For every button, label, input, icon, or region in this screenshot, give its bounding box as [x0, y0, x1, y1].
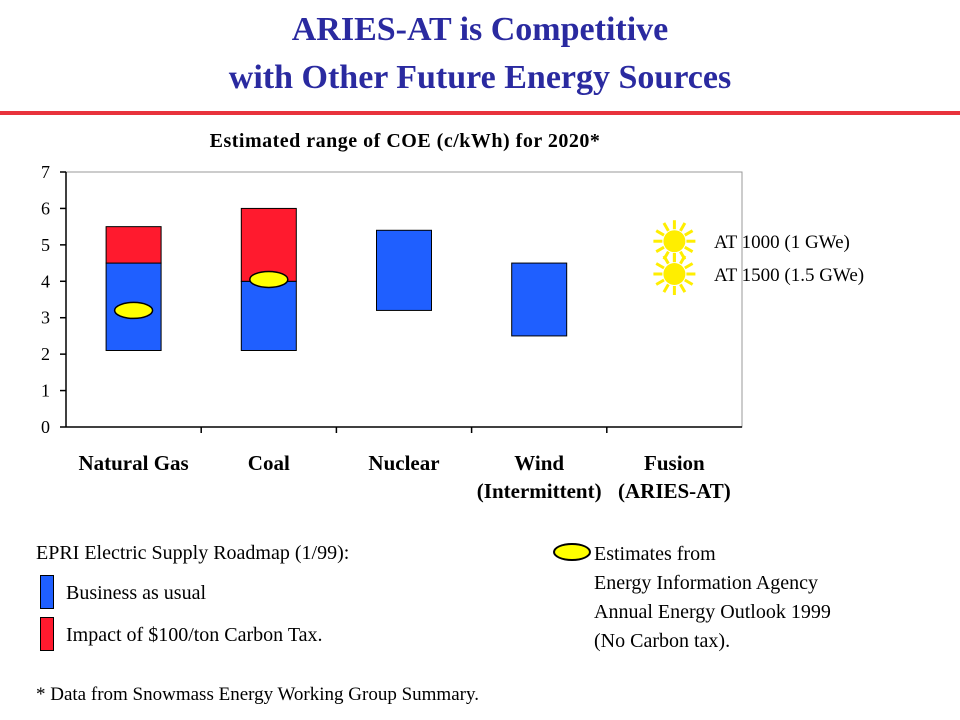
x-category-label: Nuclear — [368, 451, 439, 475]
legend-estimates-text: Estimates from Energy Information Agency… — [594, 540, 831, 656]
sun-ray — [684, 229, 694, 237]
sun-ray — [684, 278, 694, 286]
x-category-label: Fusion — [644, 451, 705, 475]
estimates-line: Energy Information Agency — [594, 572, 819, 594]
x-category-label: (Intermittent) — [477, 479, 602, 503]
bar-business-as-usual — [240, 280, 297, 351]
fusion-point-label: AT 1500 (1.5 GWe) — [714, 265, 864, 286]
sun-ray — [655, 229, 665, 237]
estimate-marker — [249, 270, 289, 289]
sun-ray — [684, 262, 694, 270]
estimates-line: Estimates from — [594, 543, 716, 565]
slide-title-line1: ARIES-AT is Competitive — [291, 11, 669, 48]
x-category-label: (ARIES-AT) — [618, 479, 731, 503]
legend-swatch-business — [40, 575, 54, 609]
legend-source: EPRI Electric Supply Roadmap (1/99): — [36, 542, 350, 564]
estimates-line: (No Carbon tax). — [594, 630, 731, 652]
footnote: * Data from Snowmass Energy Working Grou… — [36, 684, 479, 705]
y-tick-label: 4 — [41, 271, 50, 291]
bar-carbon-tax — [105, 226, 162, 264]
legend-swatch-carbon — [40, 617, 54, 651]
y-tick-label: 7 — [41, 162, 50, 182]
x-category-label: Coal — [248, 451, 290, 475]
y-tick-label: 6 — [41, 198, 50, 218]
legend-carbon-label: Impact of $100/ton Carbon Tax. — [66, 624, 323, 646]
title-divider — [0, 111, 960, 115]
sun-ray — [655, 245, 665, 254]
y-tick-label: 3 — [41, 308, 50, 328]
y-tick-label: 2 — [41, 344, 50, 364]
x-category-label: Natural Gas — [78, 451, 188, 475]
fusion-point-label: AT 1000 (1 GWe) — [714, 232, 850, 253]
bar-business-as-usual — [376, 229, 432, 311]
sun-ray — [679, 222, 687, 232]
sun-ray — [662, 222, 670, 232]
sun-ray — [679, 255, 687, 265]
sun-ray — [684, 245, 694, 254]
y-tick-label: 1 — [41, 381, 50, 401]
bar-business-as-usual — [511, 262, 568, 337]
sun-ray — [662, 283, 670, 293]
chart-title: Estimated range of COE (c/kWh) for 2020* — [209, 130, 601, 152]
estimate-ellipse-icon — [553, 543, 591, 561]
legend-business-label: Business as usual — [66, 582, 206, 604]
sun-ray — [662, 255, 670, 265]
estimate-marker — [113, 301, 154, 320]
x-category-label: Wind — [514, 451, 564, 475]
sun-ray — [655, 262, 665, 270]
sun-core — [663, 230, 686, 253]
sun-core — [663, 263, 686, 285]
sun-ray — [655, 278, 665, 286]
slide-title-line2: with Other Future Energy Sources — [228, 59, 732, 96]
sun-ray — [679, 283, 687, 293]
y-tick-label: 5 — [41, 235, 50, 255]
y-tick-label: 0 — [41, 417, 50, 437]
bar-carbon-tax — [240, 207, 297, 282]
sun-icon — [653, 253, 696, 295]
estimates-line: Annual Energy Outlook 1999 — [594, 601, 831, 623]
